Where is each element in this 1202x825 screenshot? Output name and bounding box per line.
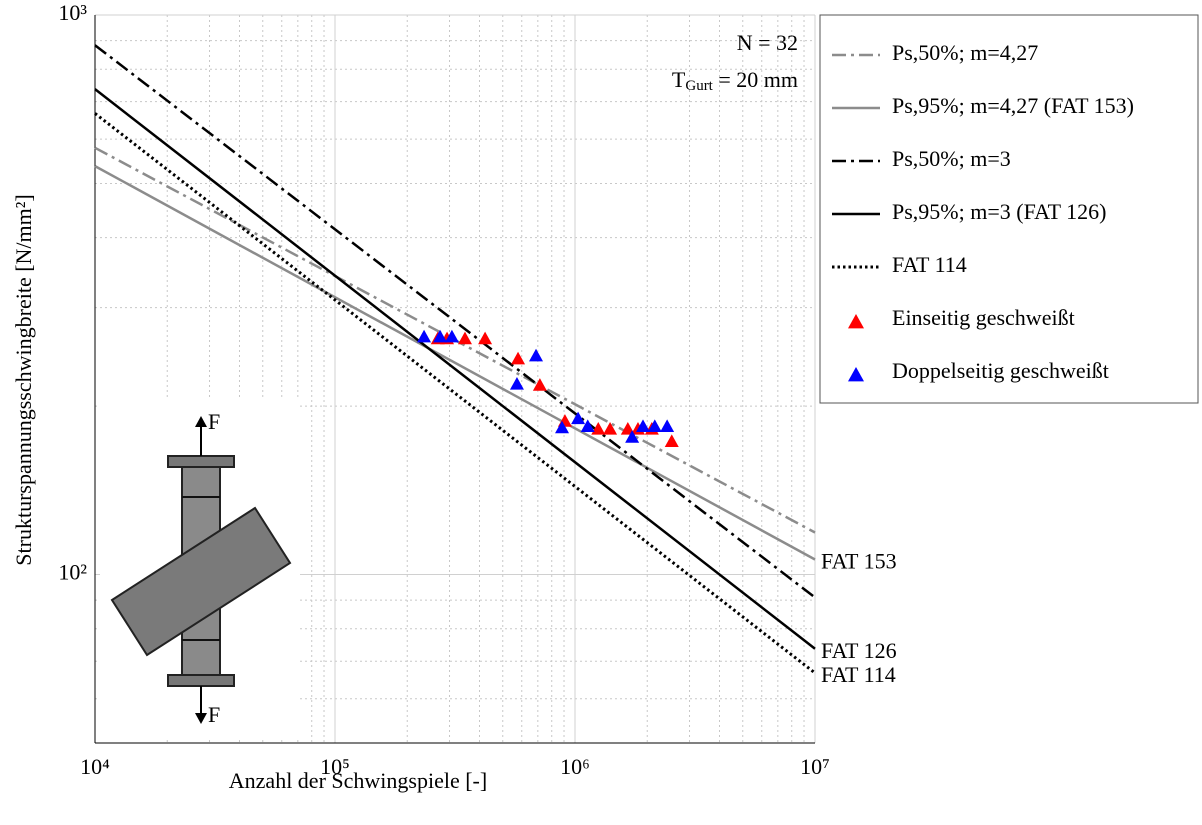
data-point: [603, 422, 618, 435]
legend-label: Ps,95%; m=4,27 (FAT 153): [892, 93, 1134, 118]
data-point: [555, 420, 570, 434]
annotation: TGurt = 20 mm: [672, 67, 798, 94]
legend-box: [819, 14, 1199, 404]
x-tick-label: 10⁷: [800, 754, 830, 779]
data-point: [478, 331, 493, 345]
x-tick-label: 10⁴: [80, 754, 110, 779]
legend-label: Doppelseitig geschweißt: [892, 358, 1109, 383]
line-series: [94, 164, 816, 561]
arrow-head: [195, 416, 207, 427]
plate: [167, 455, 235, 468]
data-point: [433, 329, 448, 343]
force-label: F: [208, 702, 220, 727]
x-tick-label: 10⁶: [560, 754, 590, 779]
data-point: [664, 434, 679, 447]
arrow-head: [195, 713, 207, 724]
legend-label: FAT 114: [892, 252, 967, 277]
data-point: [532, 378, 547, 391]
data-point: [625, 430, 640, 443]
line-end-label: FAT 114: [821, 662, 896, 687]
data-point: [509, 377, 524, 390]
line-series: [94, 88, 816, 650]
data-point: [647, 419, 662, 432]
line-series: [94, 44, 816, 599]
x-tick-label: 10⁵: [320, 754, 350, 779]
data-point: [591, 422, 606, 435]
data-point: [511, 351, 526, 365]
annotation-part: T: [672, 67, 686, 92]
legend-label: Einseitig geschweißt: [892, 305, 1075, 330]
legend: Ps,50%; m=4,27 Ps,95%; m=4,27 (FAT 153) Ps…: [819, 14, 1199, 404]
annotation-part: Gurt: [685, 78, 713, 94]
data-point: [529, 348, 544, 362]
plate: [167, 674, 235, 687]
data-point: [660, 419, 675, 432]
legend-label: Ps,95%; m=3 (FAT 126): [892, 199, 1107, 224]
y-tick-label: 10³: [58, 0, 87, 25]
y-axis-label: Strukturspannungsschwingbreite [N/mm²]: [11, 194, 36, 565]
annotation: N = 32: [737, 30, 798, 55]
line-end-label: FAT 126: [821, 638, 897, 663]
legend-label: Ps,50%; m=3: [892, 146, 1011, 171]
line-series: [94, 112, 816, 675]
data-point: [635, 419, 650, 432]
data-point: [620, 422, 635, 435]
branch: [110, 506, 292, 657]
data-point: [571, 411, 586, 425]
line-end-label: FAT 153: [821, 549, 897, 574]
legend-label: Ps,50%; m=4,27: [892, 40, 1038, 65]
annotation-part: = 20 mm: [713, 67, 798, 92]
data-point: [580, 419, 595, 432]
force-label: F: [208, 409, 220, 434]
legend-swatch: [848, 367, 864, 382]
data-point: [417, 329, 432, 343]
data-point: [457, 331, 472, 345]
data-point: [444, 329, 459, 343]
specimen-diagram: FF: [100, 400, 300, 738]
y-tick-label: 10²: [58, 560, 87, 585]
x-axis-label: Anzahl der Schwingspiele [-]: [229, 768, 487, 793]
legend-swatch: [848, 314, 864, 329]
